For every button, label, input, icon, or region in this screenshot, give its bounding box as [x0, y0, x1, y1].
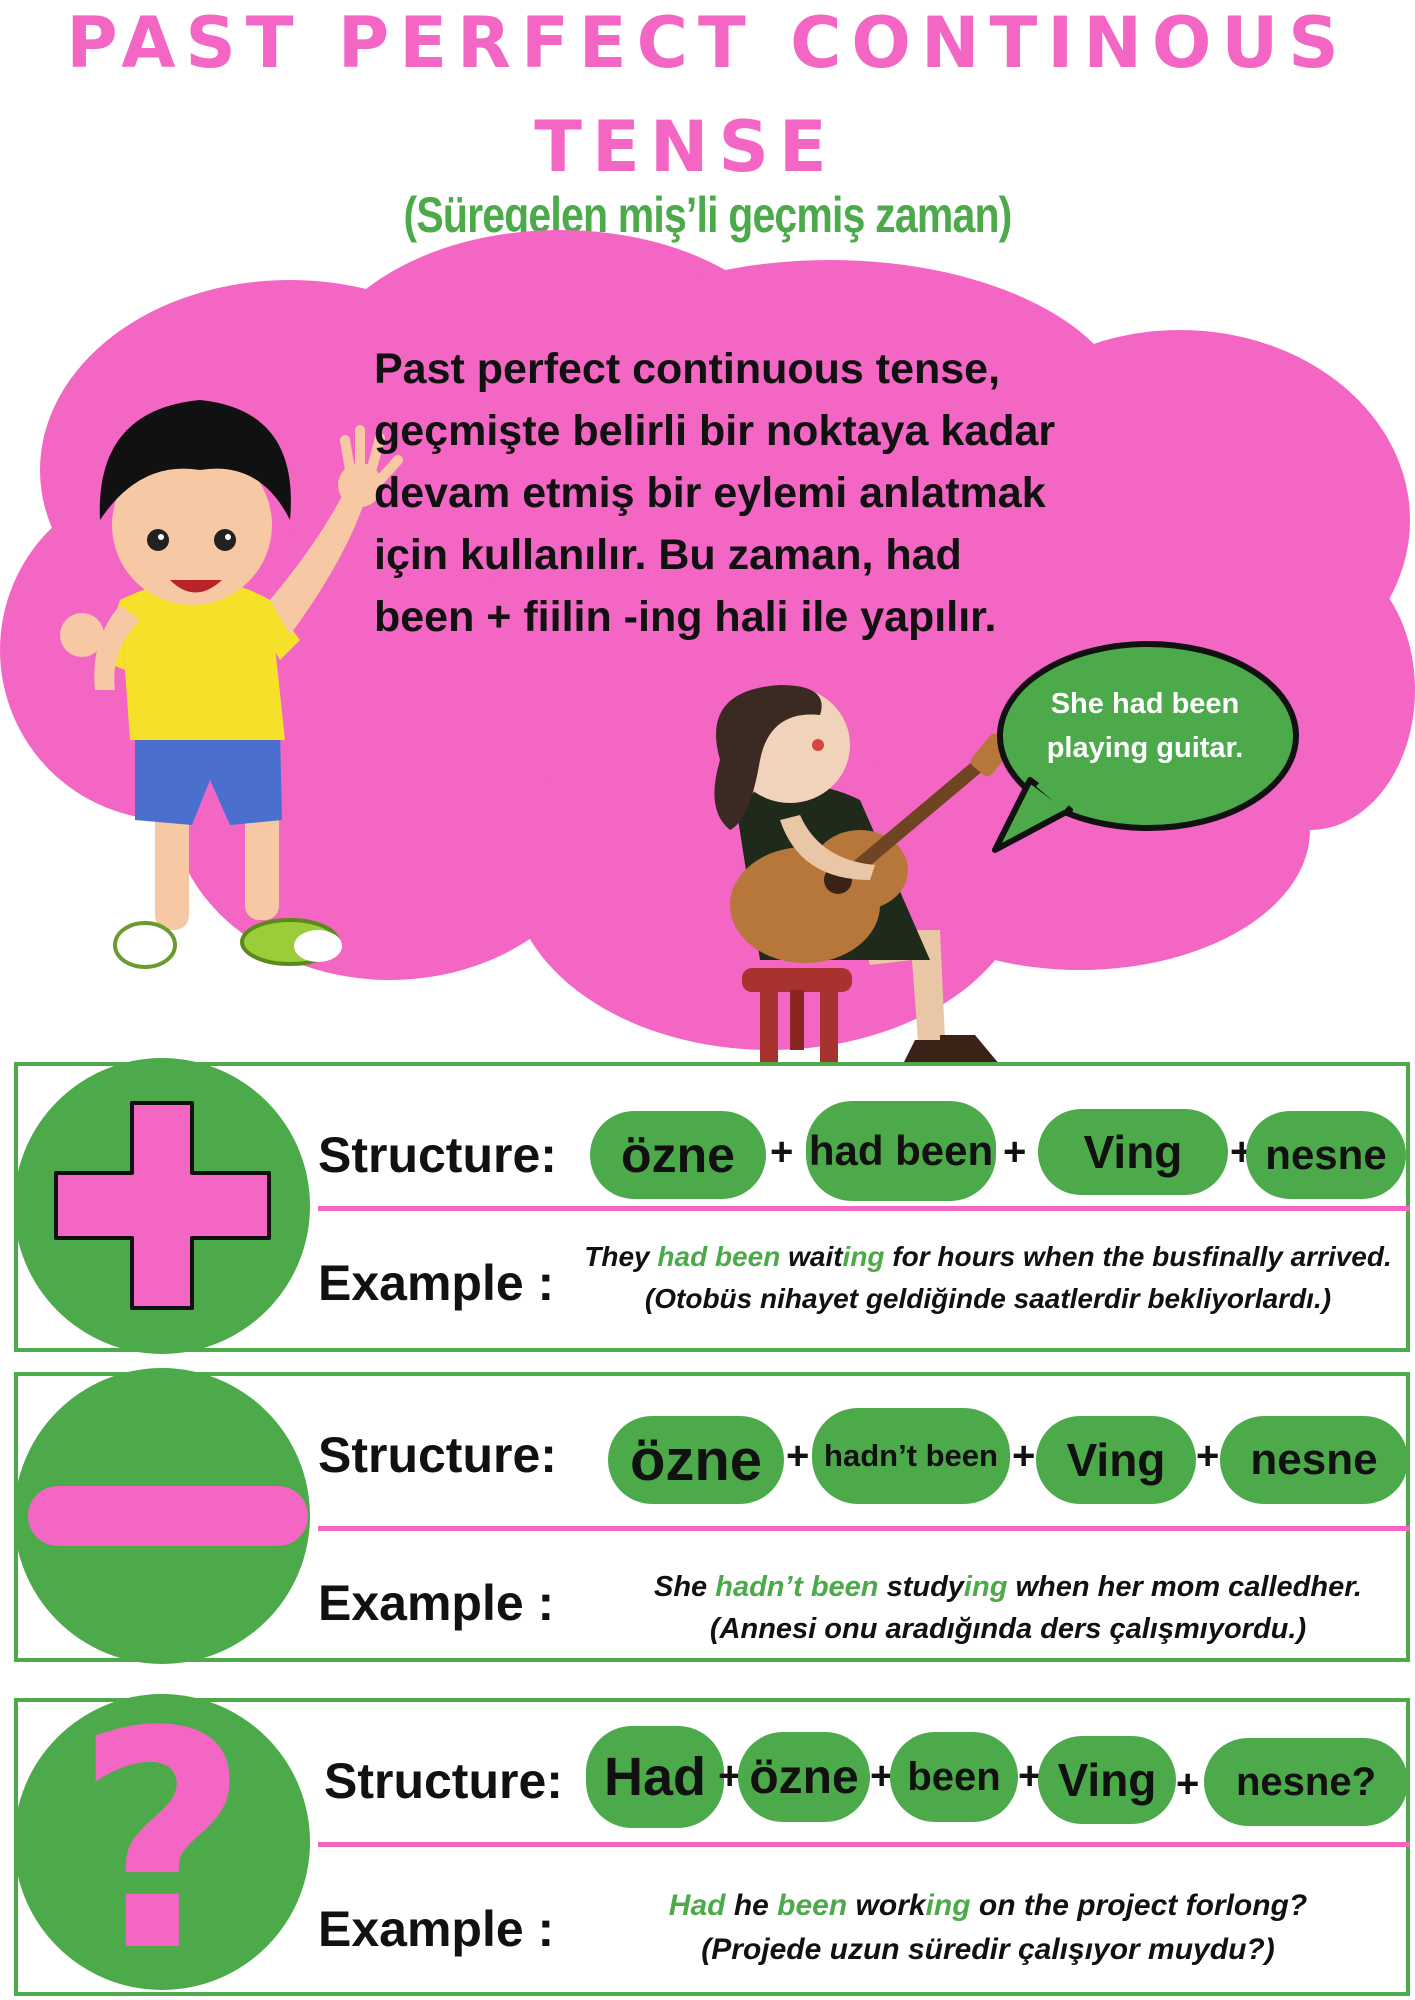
pill-subject: özne	[590, 1111, 766, 1199]
plus-sign: +	[870, 1754, 894, 1798]
example-text: on the project forlong?	[970, 1889, 1308, 1922]
question-panel: ? Structure: Had + özne + been + Ving + …	[14, 1668, 1410, 2000]
plus-icon	[54, 1101, 271, 1310]
subtitle: (Süregelen miş’li geçmiş zaman)	[403, 187, 1012, 243]
example-label: Example :	[318, 1255, 555, 1311]
minus-icon	[28, 1486, 308, 1546]
example-sentence: They had been waiting for hours when the…	[558, 1236, 1415, 1320]
example-highlight: had been	[657, 1241, 781, 1272]
speech-bubble-line: playing guitar.	[1046, 732, 1244, 764]
example-line: She hadn’t been studying when her mom ca…	[578, 1566, 1415, 1608]
speech-bubble	[992, 641, 1299, 853]
example-highlight: ing	[842, 1241, 885, 1272]
example-highlight: Had	[668, 1889, 726, 1922]
divider-line	[318, 1526, 1410, 1531]
example-line: They had been waiting for hours when the…	[558, 1236, 1415, 1278]
example-highlight: been	[777, 1889, 848, 1922]
example-text: wait	[780, 1241, 843, 1272]
pill-subject: özne	[738, 1732, 870, 1822]
example-text: work	[847, 1889, 926, 1922]
structure-label: Structure:	[318, 1427, 557, 1483]
example-highlight: ing	[925, 1889, 971, 1922]
structure-label: Structure:	[318, 1127, 557, 1183]
plus-sign: +	[786, 1434, 810, 1478]
divider-line	[318, 1842, 1410, 1847]
example-translation: (Otobüs nihayet geldiğinde saatlerdir be…	[644, 1283, 1332, 1314]
plus-sign: +	[1196, 1434, 1220, 1478]
pill-aux: hadn’t been	[812, 1408, 1010, 1504]
girl-guitar-illustration	[714, 685, 1012, 1070]
example-text: study	[878, 1571, 964, 1603]
example-sentence: Had he been working on the project forlo…	[558, 1884, 1415, 1972]
intro-line: geçmişte belirli bir noktaya kadar	[374, 407, 1056, 455]
pill-aux: Had	[586, 1726, 724, 1828]
pink-cloud	[0, 230, 1415, 1050]
pill-verb: Ving	[1036, 1416, 1196, 1504]
question-mark-icon: ?	[75, 1668, 249, 2000]
pill-object: nesne	[1246, 1111, 1406, 1199]
example-line: Had he been working on the project forlo…	[558, 1884, 1415, 1928]
example-highlight: ing	[963, 1571, 1008, 1603]
structure-label: Structure:	[324, 1753, 563, 1809]
example-label: Example :	[318, 1901, 555, 1957]
question-circle: ?	[14, 1668, 310, 2000]
divider-line	[318, 1206, 1410, 1211]
intro-paragraph: Past perfect continuous tense, geçmişte …	[374, 338, 1134, 648]
example-text: when her mom calledher.	[1007, 1571, 1362, 1603]
speech-bubble-text: She had been playing guitar.	[1000, 682, 1290, 770]
title-line-1: PAST PERFECT CONTINOUS	[66, 2, 1349, 84]
title-line-2: TENSE	[534, 106, 837, 188]
pill-subject: özne	[608, 1416, 784, 1504]
negative-circle	[14, 1368, 310, 1664]
speech-bubble-line: She had been	[1050, 688, 1240, 720]
example-text: She	[654, 1571, 716, 1603]
intro-line: Past perfect continuous tense,	[374, 345, 1001, 393]
example-sentence: She hadn’t been studying when her mom ca…	[578, 1566, 1415, 1650]
intro-line: devam etmiş bir eylemi anlatmak	[374, 469, 1046, 517]
positive-panel: Structure: özne + had been + Ving + nesn…	[14, 1058, 1410, 1354]
example-text: They	[584, 1241, 658, 1272]
plus-sign: +	[1003, 1130, 1027, 1174]
pill-object: nesne	[1220, 1416, 1408, 1504]
pill-object: nesne?	[1204, 1738, 1408, 1826]
intro-line: been + fiilin -ing hali ile yapılır.	[374, 593, 997, 641]
pill-been: been	[890, 1732, 1018, 1822]
example-text: he	[725, 1889, 778, 1922]
question-mark-glyph: ?	[75, 1694, 249, 1990]
example-text: for hours when the busfinally arrived.	[884, 1241, 1392, 1272]
example-label: Example :	[318, 1575, 555, 1631]
pill-verb: Ving	[1038, 1109, 1228, 1195]
pill-verb: Ving	[1038, 1736, 1176, 1824]
illustration-layer	[0, 230, 1415, 1070]
plus-sign: +	[1176, 1762, 1200, 1806]
plus-sign: +	[770, 1130, 794, 1174]
plus-sign: +	[1018, 1754, 1042, 1798]
plus-sign: +	[718, 1754, 742, 1798]
boy-illustration	[60, 400, 403, 969]
negative-panel: Structure: özne + hadn’t been + Ving + n…	[14, 1368, 1410, 1664]
example-highlight: hadn’t been	[715, 1571, 879, 1603]
plus-sign: +	[1012, 1434, 1036, 1478]
example-translation: (Projede uzun süredir çalışıyor muydu?)	[701, 1933, 1275, 1966]
example-translation: (Annesi onu aradığında ders çalışmıyordu…	[709, 1613, 1307, 1645]
intro-line: için kullanılır. Bu zaman, had	[374, 531, 962, 579]
positive-circle	[14, 1058, 310, 1354]
pill-aux: had been	[806, 1101, 996, 1201]
